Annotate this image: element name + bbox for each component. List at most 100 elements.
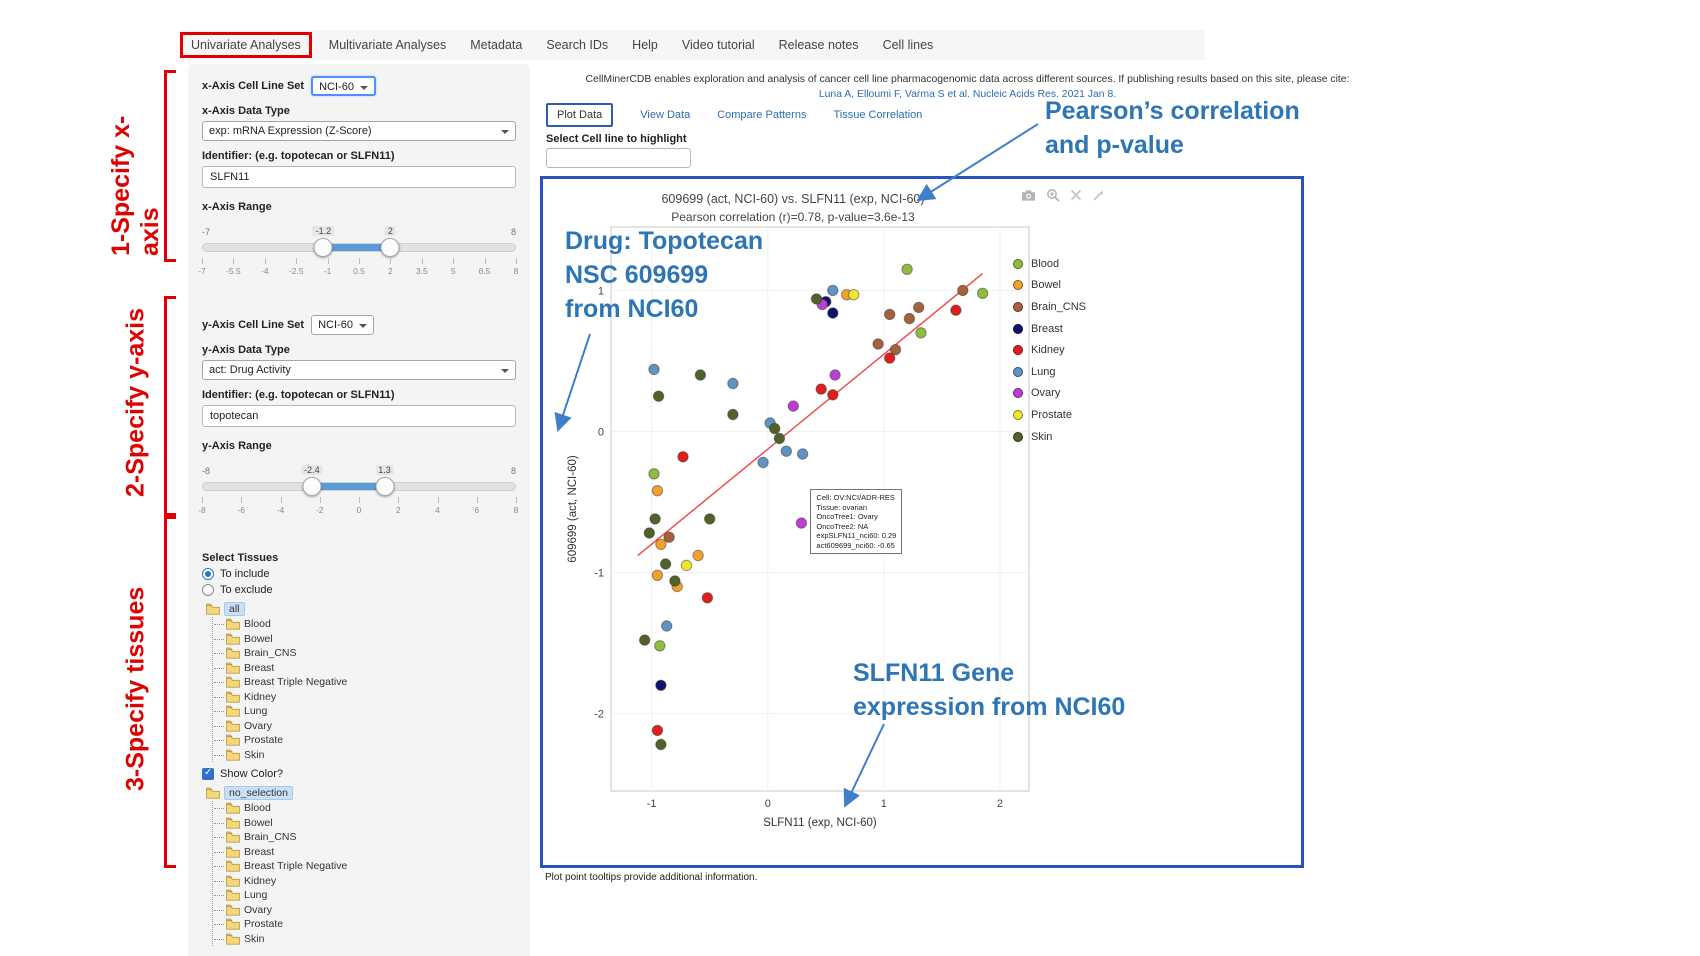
data-point-blood[interactable] xyxy=(648,468,660,480)
data-point-kidney[interactable] xyxy=(677,451,689,463)
data-point-ovary[interactable] xyxy=(795,517,808,529)
data-point-brain-cns[interactable] xyxy=(957,284,969,297)
data-point-blood[interactable] xyxy=(915,327,927,339)
data-point-kidney[interactable] xyxy=(651,724,664,737)
data-point-skin[interactable] xyxy=(773,432,786,445)
legend-item-lung[interactable]: Lung xyxy=(1013,361,1086,383)
tree-exclude-root[interactable]: no_selection xyxy=(206,785,516,801)
legend-item-kidney[interactable]: Kidney xyxy=(1013,339,1086,361)
tab-view-data[interactable]: View Data xyxy=(640,109,691,121)
citation-link[interactable]: Luna A, Elloumi F, Varma S et al. Nuclei… xyxy=(818,89,1117,100)
tree-item-kidney[interactable]: Kidney xyxy=(214,690,516,705)
nav-tab-multivariate-analyses[interactable]: Multivariate Analyses xyxy=(328,38,447,52)
data-point-lung[interactable] xyxy=(757,456,769,469)
x-range-slider[interactable]: -7 8 -1.2 2 -7 -5.5 -4 -2.5 -1 0.5 2 3.5 5 6.5 8 xyxy=(198,226,518,291)
camera-icon[interactable] xyxy=(1021,189,1036,202)
nav-tab-video-tutorial[interactable]: Video tutorial xyxy=(681,38,755,52)
data-point-lung[interactable] xyxy=(648,363,660,376)
nav-tab-metadata[interactable]: Metadata xyxy=(470,38,523,52)
nav-tab-release-notes[interactable]: Release notes xyxy=(778,38,859,52)
data-point-blood[interactable] xyxy=(976,287,989,300)
tree-item-skin[interactable]: Skin xyxy=(214,932,516,947)
tree-item-breast[interactable]: Breast xyxy=(214,661,516,676)
tab-plot-data[interactable]: Plot Data xyxy=(546,103,614,127)
data-point-skin[interactable] xyxy=(639,634,651,646)
tissues-exclude-radio[interactable]: To exclude xyxy=(202,584,516,596)
data-point-ovary[interactable] xyxy=(787,400,800,412)
tissues-include-radio[interactable]: To include xyxy=(202,568,516,580)
highlight-cell-line-input[interactable] xyxy=(546,148,691,168)
show-color-checkbox[interactable]: Show Color? xyxy=(202,767,516,780)
data-point-kidney[interactable] xyxy=(701,592,714,604)
data-point-kidney[interactable] xyxy=(884,352,896,364)
slider-handle-from[interactable] xyxy=(302,477,322,496)
tree-item-ovary[interactable]: Ovary xyxy=(214,903,516,918)
data-point-brain-cns[interactable] xyxy=(889,344,902,356)
legend-item-ovary[interactable]: Ovary xyxy=(1013,383,1086,405)
data-point-brain-cns[interactable] xyxy=(884,308,896,321)
y-data-type-select[interactable]: act: Drug Activity xyxy=(202,360,516,380)
x-cell-line-set-select[interactable]: NCI-60 xyxy=(311,76,376,96)
data-point-brain-cns[interactable] xyxy=(663,531,675,543)
tab-tissue-correlation[interactable]: Tissue Correlation xyxy=(833,109,923,121)
data-point-skin[interactable] xyxy=(727,408,739,421)
nav-tab-help[interactable]: Help xyxy=(632,38,658,52)
data-point-brain-cns[interactable] xyxy=(872,338,884,350)
data-point-kidney[interactable] xyxy=(827,389,839,401)
legend-item-prostate[interactable]: Prostate xyxy=(1013,404,1086,426)
nav-tab-univariate-analyses[interactable]: Univariate Analyses xyxy=(180,32,312,58)
legend-item-skin[interactable]: Skin xyxy=(1013,426,1086,448)
reset-axes-icon[interactable] xyxy=(1092,189,1105,202)
zoom-in-icon[interactable] xyxy=(1046,188,1060,202)
y-identifier-input[interactable] xyxy=(202,405,516,427)
tree-item-blood[interactable]: Blood xyxy=(214,617,516,632)
data-point-breast[interactable] xyxy=(655,679,667,691)
data-point-blood[interactable] xyxy=(654,640,666,652)
legend-item-bowel[interactable]: Bowel xyxy=(1013,275,1086,297)
tree-item-brain-cns[interactable]: Brain_CNS xyxy=(214,646,516,661)
legend-item-breast[interactable]: Breast xyxy=(1013,318,1086,340)
slider-handle-to[interactable] xyxy=(375,477,394,496)
tree-item-breast-triple-negative[interactable]: Breast Triple Negative xyxy=(214,859,516,874)
data-point-lung[interactable] xyxy=(727,377,739,390)
data-point-skin[interactable] xyxy=(704,513,716,525)
data-point-bowel[interactable] xyxy=(692,549,704,562)
legend-item-brain-cns[interactable]: Brain_CNS xyxy=(1013,296,1086,318)
slider-handle-from[interactable] xyxy=(313,238,333,257)
slider-handle-to[interactable] xyxy=(380,238,400,257)
data-point-kidney[interactable] xyxy=(950,304,962,316)
data-point-bowel[interactable] xyxy=(655,538,667,550)
tree-item-brain-cns[interactable]: Brain_CNS xyxy=(214,830,516,845)
data-point-skin[interactable] xyxy=(694,369,707,381)
data-point-skin[interactable] xyxy=(810,293,823,305)
nav-tab-search-ids[interactable]: Search IDs xyxy=(546,38,609,52)
tree-item-breast-triple-negative[interactable]: Breast Triple Negative xyxy=(214,675,516,690)
nav-tab-cell-lines[interactable]: Cell lines xyxy=(882,38,934,52)
tree-item-bowel[interactable]: Bowel xyxy=(214,632,516,647)
data-point-ovary[interactable] xyxy=(829,369,841,381)
legend-item-blood[interactable]: Blood xyxy=(1013,253,1086,275)
tree-item-ovary[interactable]: Ovary xyxy=(214,719,516,734)
data-point-skin[interactable] xyxy=(643,527,656,539)
data-point-skin[interactable] xyxy=(655,738,667,751)
data-point-skin[interactable] xyxy=(652,390,665,402)
data-point-lung[interactable] xyxy=(796,448,809,460)
data-point-bowel[interactable] xyxy=(651,485,664,497)
data-point-prostate[interactable] xyxy=(680,559,693,572)
tree-item-prostate[interactable]: Prostate xyxy=(214,917,516,932)
data-point-kidney[interactable] xyxy=(815,383,827,395)
data-point-brain-cns[interactable] xyxy=(903,312,916,325)
data-point-skin[interactable] xyxy=(769,422,781,435)
tree-item-skin[interactable]: Skin xyxy=(214,748,516,763)
x-data-type-select[interactable]: exp: mRNA Expression (Z-Score) xyxy=(202,121,516,141)
data-point-skin[interactable] xyxy=(649,513,661,525)
data-point-lung[interactable] xyxy=(827,284,839,297)
tree-item-lung[interactable]: Lung xyxy=(214,888,516,903)
data-point-lung[interactable] xyxy=(661,620,673,632)
data-point-skin[interactable] xyxy=(659,558,672,570)
data-point-skin[interactable] xyxy=(669,575,681,587)
tree-include-root[interactable]: all xyxy=(206,601,516,617)
close-icon[interactable] xyxy=(1070,189,1082,201)
tab-compare-patterns[interactable]: Compare Patterns xyxy=(717,109,807,121)
data-point-prostate[interactable] xyxy=(848,289,860,301)
